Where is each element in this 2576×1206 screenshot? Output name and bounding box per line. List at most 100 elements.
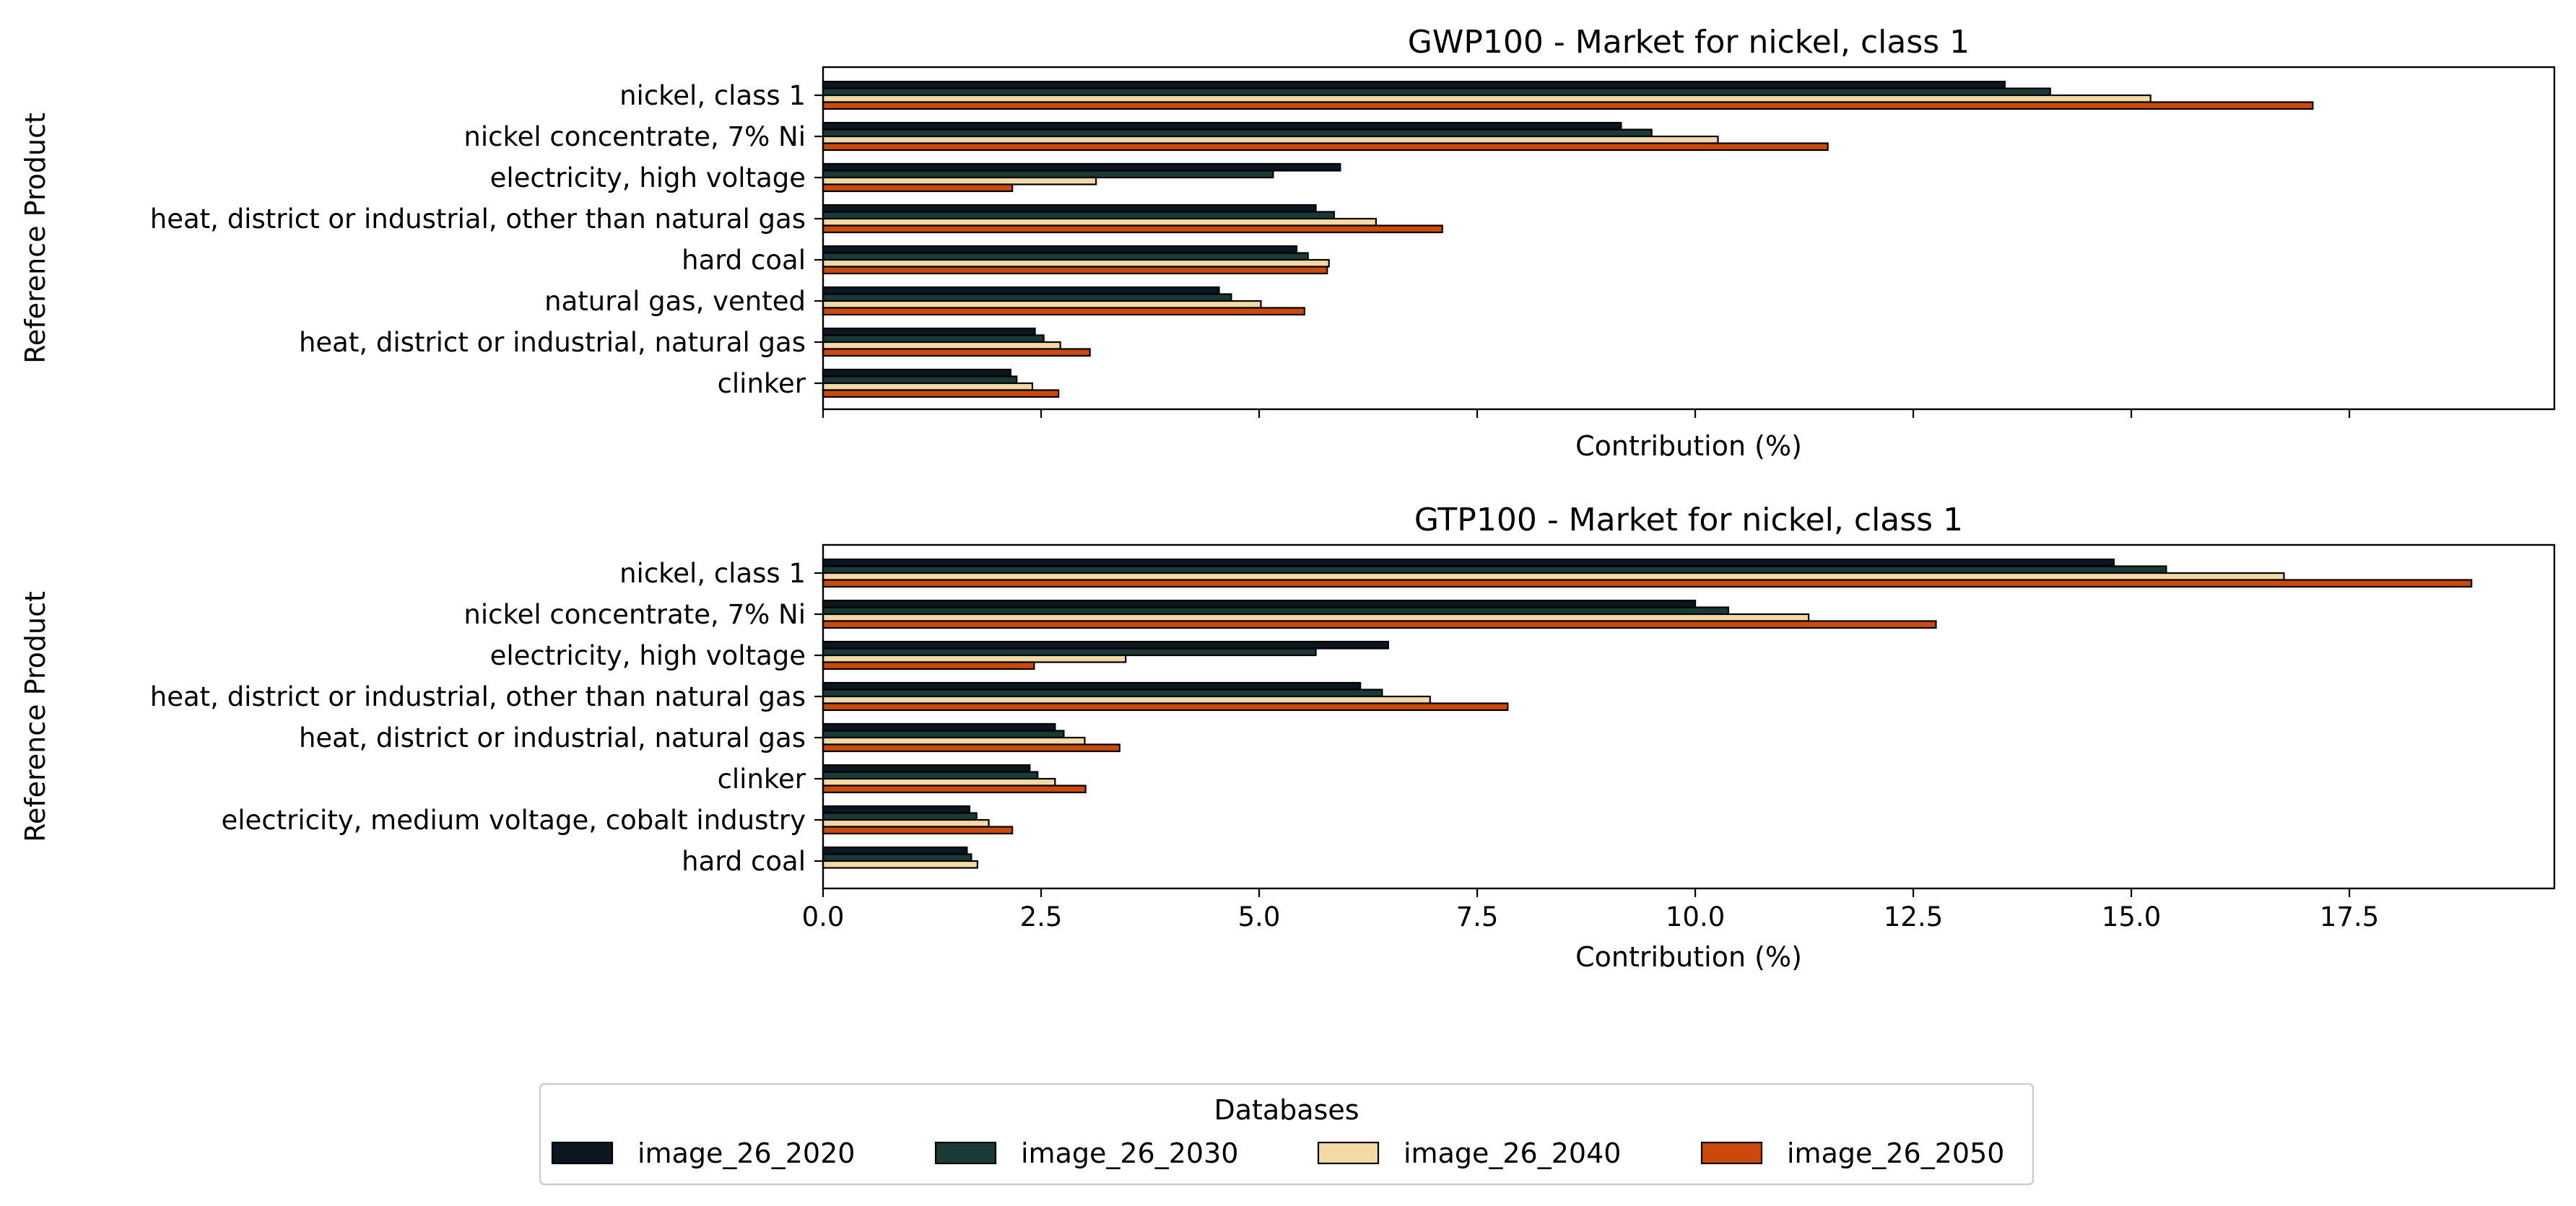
y-tick-label: nickel, class 1 — [619, 558, 806, 589]
bar-nickel-class-1-image-26-2050 — [822, 579, 2473, 588]
y-tick-label: electricity, medium voltage, cobalt indu… — [221, 805, 806, 836]
x-axis-label: Contribution (%) — [1575, 430, 1802, 462]
y-tick-label: electricity, high voltage — [490, 640, 806, 671]
bar-electricity-high-voltage-image-26-2030 — [822, 170, 1274, 179]
plot-frame — [822, 543, 2556, 890]
bar-hard-coal-image-26-2020 — [822, 245, 1298, 254]
bar-clinker-image-26-2030 — [822, 771, 1039, 780]
bar-hard-coal-image-26-2030 — [822, 853, 972, 862]
bar-natural-gas-vented-image-26-2040 — [822, 300, 1262, 309]
y-tick-label: clinker — [718, 368, 806, 399]
bar-electricity-high-voltage-image-26-2040 — [822, 654, 1127, 663]
bar-heat-district-or-industrial-other-than-natural-gas-image-26-2030 — [822, 689, 1383, 698]
bar-heat-district-or-industrial-natural-gas-image-26-2050 — [822, 743, 1121, 753]
bar-heat-district-or-industrial-other-than-natural-gas-image-26-2050 — [822, 702, 1509, 712]
bar-heat-district-or-industrial-natural-gas-image-26-2020 — [822, 327, 1036, 336]
bar-nickel-concentrate-7-ni-image-26-2020 — [822, 121, 1622, 131]
bar-clinker-image-26-2030 — [822, 375, 1018, 385]
bar-heat-district-or-industrial-other-than-natural-gas-image-26-2020 — [822, 681, 1362, 691]
legend-swatch-image-26-2050 — [1700, 1141, 1763, 1165]
bar-electricity-high-voltage-image-26-2020 — [822, 162, 1341, 172]
chart-panel-2: GTP100 - Market for nickel, class 1 nicke… — [19, 502, 2556, 973]
bar-nickel-class-1-image-26-2030 — [822, 565, 2167, 574]
bar-clinker-image-26-2050 — [822, 389, 1060, 398]
legend-label: image_26_2050 — [1787, 1137, 2004, 1169]
bar-hard-coal-image-26-2040 — [822, 258, 1330, 268]
bar-nickel-concentrate-7-ni-image-26-2040 — [822, 613, 1810, 622]
bar-heat-district-or-industrial-natural-gas-image-26-2040 — [822, 341, 1061, 350]
legend-label: image_26_2020 — [638, 1137, 855, 1169]
bar-heat-district-or-industrial-other-than-natural-gas-image-26-2030 — [822, 211, 1336, 220]
bar-clinker-image-26-2040 — [822, 777, 1056, 787]
y-tick-label: hard coal — [682, 846, 806, 877]
bar-heat-district-or-industrial-natural-gas-image-26-2030 — [822, 334, 1045, 344]
bar-nickel-class-1-image-26-2020 — [822, 558, 2115, 567]
legend-swatch-image-26-2030 — [934, 1141, 997, 1165]
bar-electricity-high-voltage-image-26-2020 — [822, 640, 1389, 650]
x-tick-label: 7.5 — [1456, 901, 1499, 932]
y-tick-label: natural gas, vented — [544, 286, 806, 317]
y-tick-label: heat, district or industrial, other than… — [150, 204, 806, 235]
chart-title: GWP100 - Market for nickel, class 1 — [1408, 24, 1970, 61]
legend-frame — [539, 1083, 2035, 1186]
bar-nickel-class-1-image-26-2020 — [822, 80, 2006, 89]
y-tick-label: nickel concentrate, 7% Ni — [464, 599, 806, 630]
bar-nickel-concentrate-7-ni-image-26-2020 — [822, 599, 1697, 608]
y-tick-label: nickel, class 1 — [619, 80, 806, 111]
x-tick-label: 5.0 — [1238, 901, 1281, 932]
bar-clinker-image-26-2040 — [822, 382, 1034, 391]
bar-nickel-concentrate-7-ni-image-26-2050 — [822, 142, 1829, 152]
bar-nickel-concentrate-7-ni-image-26-2030 — [822, 606, 1730, 616]
bar-clinker-image-26-2020 — [822, 368, 1011, 377]
y-tick-label: heat, district or industrial, natural ga… — [299, 327, 806, 358]
bar-electricity-high-voltage-image-26-2030 — [822, 647, 1317, 657]
bar-hard-coal-image-26-2020 — [822, 846, 968, 855]
y-tick-label: clinker — [718, 764, 806, 795]
bar-hard-coal-image-26-2050 — [822, 266, 1328, 275]
legend-label: image_26_2040 — [1404, 1137, 1621, 1169]
chart-title: GTP100 - Market for nickel, class 1 — [1414, 502, 1963, 538]
legend-swatch-image-26-2040 — [1317, 1141, 1380, 1165]
bar-electricity-medium-voltage-cobalt-industry-image-26-2040 — [822, 818, 990, 828]
bar-natural-gas-vented-image-26-2050 — [822, 307, 1305, 316]
x-tick-label: 2.5 — [1020, 901, 1063, 932]
legend-swatch-image-26-2020 — [551, 1141, 614, 1165]
bar-nickel-concentrate-7-ni-image-26-2050 — [822, 620, 1937, 629]
bar-nickel-class-1-image-26-2050 — [822, 101, 2314, 110]
bar-heat-district-or-industrial-other-than-natural-gas-image-26-2050 — [822, 224, 1443, 234]
x-tick-label: 0.0 — [802, 901, 845, 932]
bar-electricity-medium-voltage-cobalt-industry-image-26-2020 — [822, 805, 971, 814]
bar-electricity-high-voltage-image-26-2040 — [822, 176, 1097, 185]
bar-clinker-image-26-2050 — [822, 785, 1087, 794]
y-tick-label: nickel concentrate, 7% Ni — [464, 121, 806, 152]
x-axis-label: Contribution (%) — [1575, 941, 1802, 973]
bar-electricity-high-voltage-image-26-2050 — [822, 183, 1014, 193]
bar-heat-district-or-industrial-natural-gas-image-26-2030 — [822, 730, 1065, 739]
x-tick-label: 12.5 — [1884, 901, 1943, 932]
x-tick-label: 10.0 — [1666, 901, 1725, 932]
y-tick-label: heat, district or industrial, other than… — [150, 681, 806, 712]
bar-heat-district-or-industrial-other-than-natural-gas-image-26-2040 — [822, 217, 1378, 227]
legend-label: image_26_2030 — [1021, 1137, 1238, 1169]
bar-electricity-medium-voltage-cobalt-industry-image-26-2050 — [822, 826, 1014, 835]
legend-title: Databases — [1214, 1094, 1359, 1126]
legend: Databases image_26_2020 image_26_2030 image… — [539, 1083, 2035, 1186]
y-tick-label: electricity, high voltage — [490, 162, 806, 193]
bar-clinker-image-26-2020 — [822, 764, 1031, 773]
bar-nickel-class-1-image-26-2040 — [822, 94, 2151, 103]
bar-heat-district-or-industrial-other-than-natural-gas-image-26-2020 — [822, 204, 1317, 213]
bar-nickel-class-1-image-26-2040 — [822, 572, 2285, 581]
bar-nickel-concentrate-7-ni-image-26-2030 — [822, 128, 1653, 138]
bar-heat-district-or-industrial-natural-gas-image-26-2020 — [822, 722, 1056, 732]
bar-nickel-concentrate-7-ni-image-26-2040 — [822, 135, 1719, 144]
bar-heat-district-or-industrial-natural-gas-image-26-2040 — [822, 736, 1086, 746]
y-axis-label: Reference Product — [19, 591, 51, 842]
bar-heat-district-or-industrial-other-than-natural-gas-image-26-2040 — [822, 695, 1431, 704]
bar-electricity-high-voltage-image-26-2050 — [822, 661, 1035, 670]
y-tick-label: hard coal — [682, 245, 806, 276]
y-axis-label: Reference Product — [19, 113, 51, 364]
bar-heat-district-or-industrial-natural-gas-image-26-2050 — [822, 348, 1091, 357]
bar-natural-gas-vented-image-26-2030 — [822, 293, 1232, 302]
bar-hard-coal-image-26-2040 — [822, 860, 978, 869]
